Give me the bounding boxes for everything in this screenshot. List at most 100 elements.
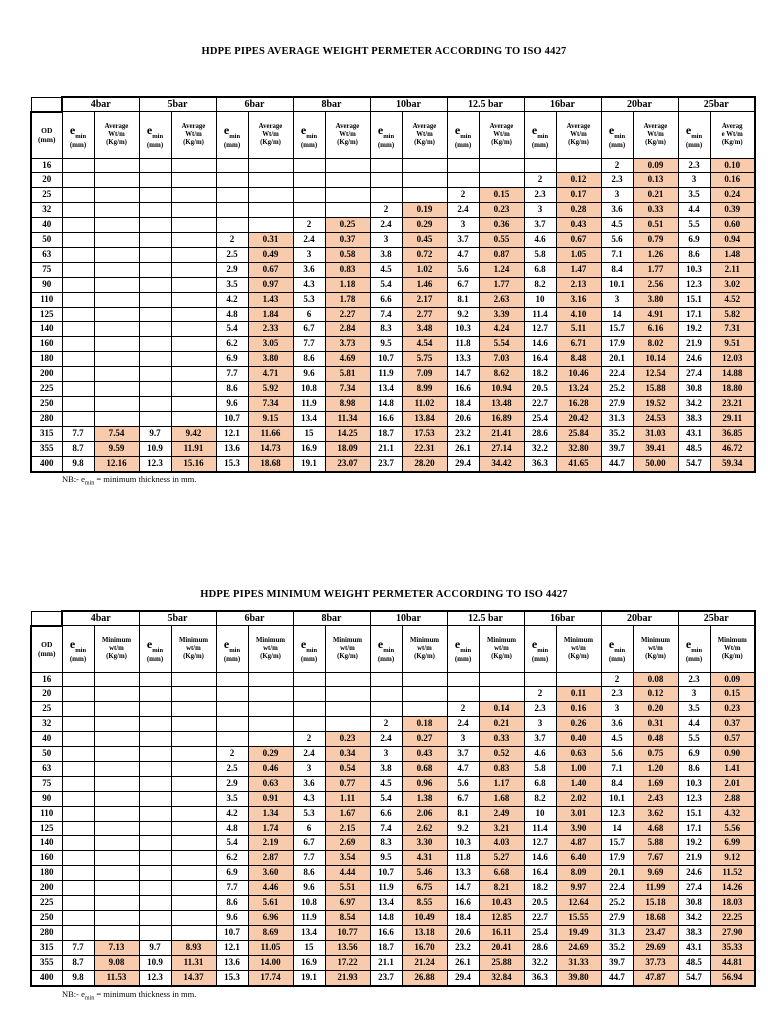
weight-value-cell: 14.25 — [324, 425, 371, 442]
emin-value-cell — [138, 246, 172, 263]
emin-value-cell: 2 — [292, 731, 326, 748]
od-cell: 16 — [30, 157, 63, 174]
emin-value-cell: 4.7 — [446, 760, 480, 777]
od-cell: 63 — [30, 760, 63, 777]
emin-value-cell — [61, 775, 95, 792]
table-row: 16 2 0.09 2.3 0.10 — [30, 157, 756, 174]
weight-value-cell: 3.60 — [247, 865, 294, 882]
emin-value-cell: 4.8 — [215, 820, 249, 837]
pressure-class-row: 4bar 5bar 6bar 8bar 10bar 12.5 bar 16bar 20bar 2… — [30, 610, 756, 626]
emin-value-cell: 8.4 — [600, 261, 634, 278]
weight-value-cell: 18.09 — [324, 440, 371, 457]
weight-value-cell: 0.55 — [478, 232, 525, 248]
pressure-class-header: 10bar — [369, 96, 448, 112]
emin-value-cell — [61, 246, 95, 263]
emin-value-cell: 8.6 — [292, 865, 326, 882]
weight-value-cell: 15.16 — [170, 455, 217, 473]
weight-value-cell — [93, 880, 140, 897]
emin-value-cell — [61, 172, 95, 189]
weight-value-cell: 0.10 — [709, 157, 756, 174]
emin-value-cell: 54.7 — [677, 969, 711, 987]
pressure-class-header: 5bar — [138, 96, 217, 112]
weight-value-cell: 14.26 — [709, 880, 756, 897]
weight-value-cell: 1.78 — [324, 291, 371, 308]
emin-value-cell — [61, 276, 95, 293]
emin-value-cell — [61, 731, 95, 748]
weight-value-cell: 1.48 — [709, 246, 756, 263]
od-cell: 125 — [30, 820, 63, 837]
emin-unit: (mm) — [454, 140, 472, 149]
weight-value-cell: 7.03 — [478, 351, 525, 368]
table-title-average: HDPE PIPES AVERAGE WEIGHT PERMETER ACCOR… — [201, 46, 567, 57]
emin-value-cell: 9.7 — [138, 939, 172, 956]
emin-value-cell — [215, 157, 249, 174]
emin-value-cell — [215, 671, 249, 688]
weight-value-cell: 5.61 — [247, 895, 294, 911]
weight-value-cell: 11.34 — [324, 410, 371, 427]
weight-value-cell — [93, 291, 140, 308]
emin-value-cell — [61, 850, 95, 867]
emin-value-cell — [61, 701, 95, 718]
weight-value-cell: 2.69 — [324, 835, 371, 852]
emin-value-cell — [61, 396, 95, 412]
weight-value-cell — [170, 895, 217, 911]
weight-value-cell — [93, 306, 140, 323]
weight-value-cell: 2.02 — [555, 790, 602, 807]
weight-value-cell — [324, 671, 371, 688]
emin-value-cell: 14.6 — [523, 336, 557, 353]
weight-value-cell — [401, 172, 448, 189]
weight-value-cell: 12.16 — [93, 455, 140, 473]
emin-value-cell: 3.5 — [677, 187, 711, 204]
weight-value-cell: 24.69 — [555, 939, 602, 956]
weight-value-cell: 29.11 — [709, 410, 756, 427]
emin-value-cell: 21.1 — [369, 954, 403, 971]
weight-value-cell: 16.28 — [555, 396, 602, 412]
weight-value-cell: 14.00 — [247, 954, 294, 971]
pressure-class-header: 8bar — [292, 96, 371, 112]
note-text: NB:- e — [62, 474, 85, 484]
emin-unit: (mm) — [685, 140, 703, 149]
emin-subscript: min — [383, 132, 395, 140]
weight-value-cell: 2.84 — [324, 321, 371, 338]
weight-value-cell — [170, 321, 217, 338]
weight-value-cell — [555, 671, 602, 688]
emin-value-cell — [215, 202, 249, 219]
emin-unit: (mm) — [608, 140, 626, 149]
pressure-class-header: 8bar — [292, 610, 371, 626]
weight-value-cell: 1.77 — [632, 261, 679, 278]
weight-value-cell: 2.62 — [401, 820, 448, 837]
weight-value-cell: 0.77 — [324, 775, 371, 792]
weight-value-cell: 0.21 — [478, 716, 525, 733]
emin-value-cell: 13.6 — [215, 440, 249, 457]
emin-value-cell: 14.6 — [523, 850, 557, 867]
weight-value-cell: 0.83 — [478, 760, 525, 777]
weight-value-cell: 10.14 — [632, 351, 679, 368]
weight-value-cell: 2.19 — [247, 835, 294, 852]
emin-value-cell — [138, 910, 172, 926]
emin-value-cell: 15.1 — [677, 291, 711, 308]
emin-symbol: e — [685, 636, 692, 651]
weight-value-cell — [401, 686, 448, 703]
emin-value-cell — [369, 172, 403, 189]
weight-value-cell — [247, 716, 294, 733]
table-row: 16 2 0.08 2.3 0.09 — [30, 671, 756, 688]
weight-value-cell: 0.16 — [709, 172, 756, 189]
emin-subscript: min — [460, 646, 472, 654]
emin-value-cell: 7.7 — [292, 336, 326, 353]
weight-value-cell: 27.90 — [709, 924, 756, 941]
emin-value-cell: 6 — [292, 306, 326, 323]
weight-value-cell: 10.49 — [401, 910, 448, 926]
weight-value-cell: 3.73 — [324, 336, 371, 353]
weight-value-cell — [324, 202, 371, 219]
weight-value-cell: 7.67 — [632, 850, 679, 867]
weight-value-cell: 0.20 — [632, 701, 679, 718]
emin-value-cell: 17.1 — [677, 820, 711, 837]
weight-value-cell: 2.49 — [478, 805, 525, 822]
emin-value-cell — [523, 671, 557, 688]
weight-value-cell: 0.23 — [478, 202, 525, 219]
table-row: 250 9.6 7.34 11.9 8.98 14.8 11.02 18.4 13.48 22.7… — [30, 396, 756, 412]
weight-value-cell: 0.63 — [247, 775, 294, 792]
table-row: 90 3.5 0.97 4.3 1.18 5.4 1.46 6.7 1.77 8.2 2.13 10.… — [30, 276, 756, 293]
emin-value-cell: 7.7 — [61, 425, 95, 442]
